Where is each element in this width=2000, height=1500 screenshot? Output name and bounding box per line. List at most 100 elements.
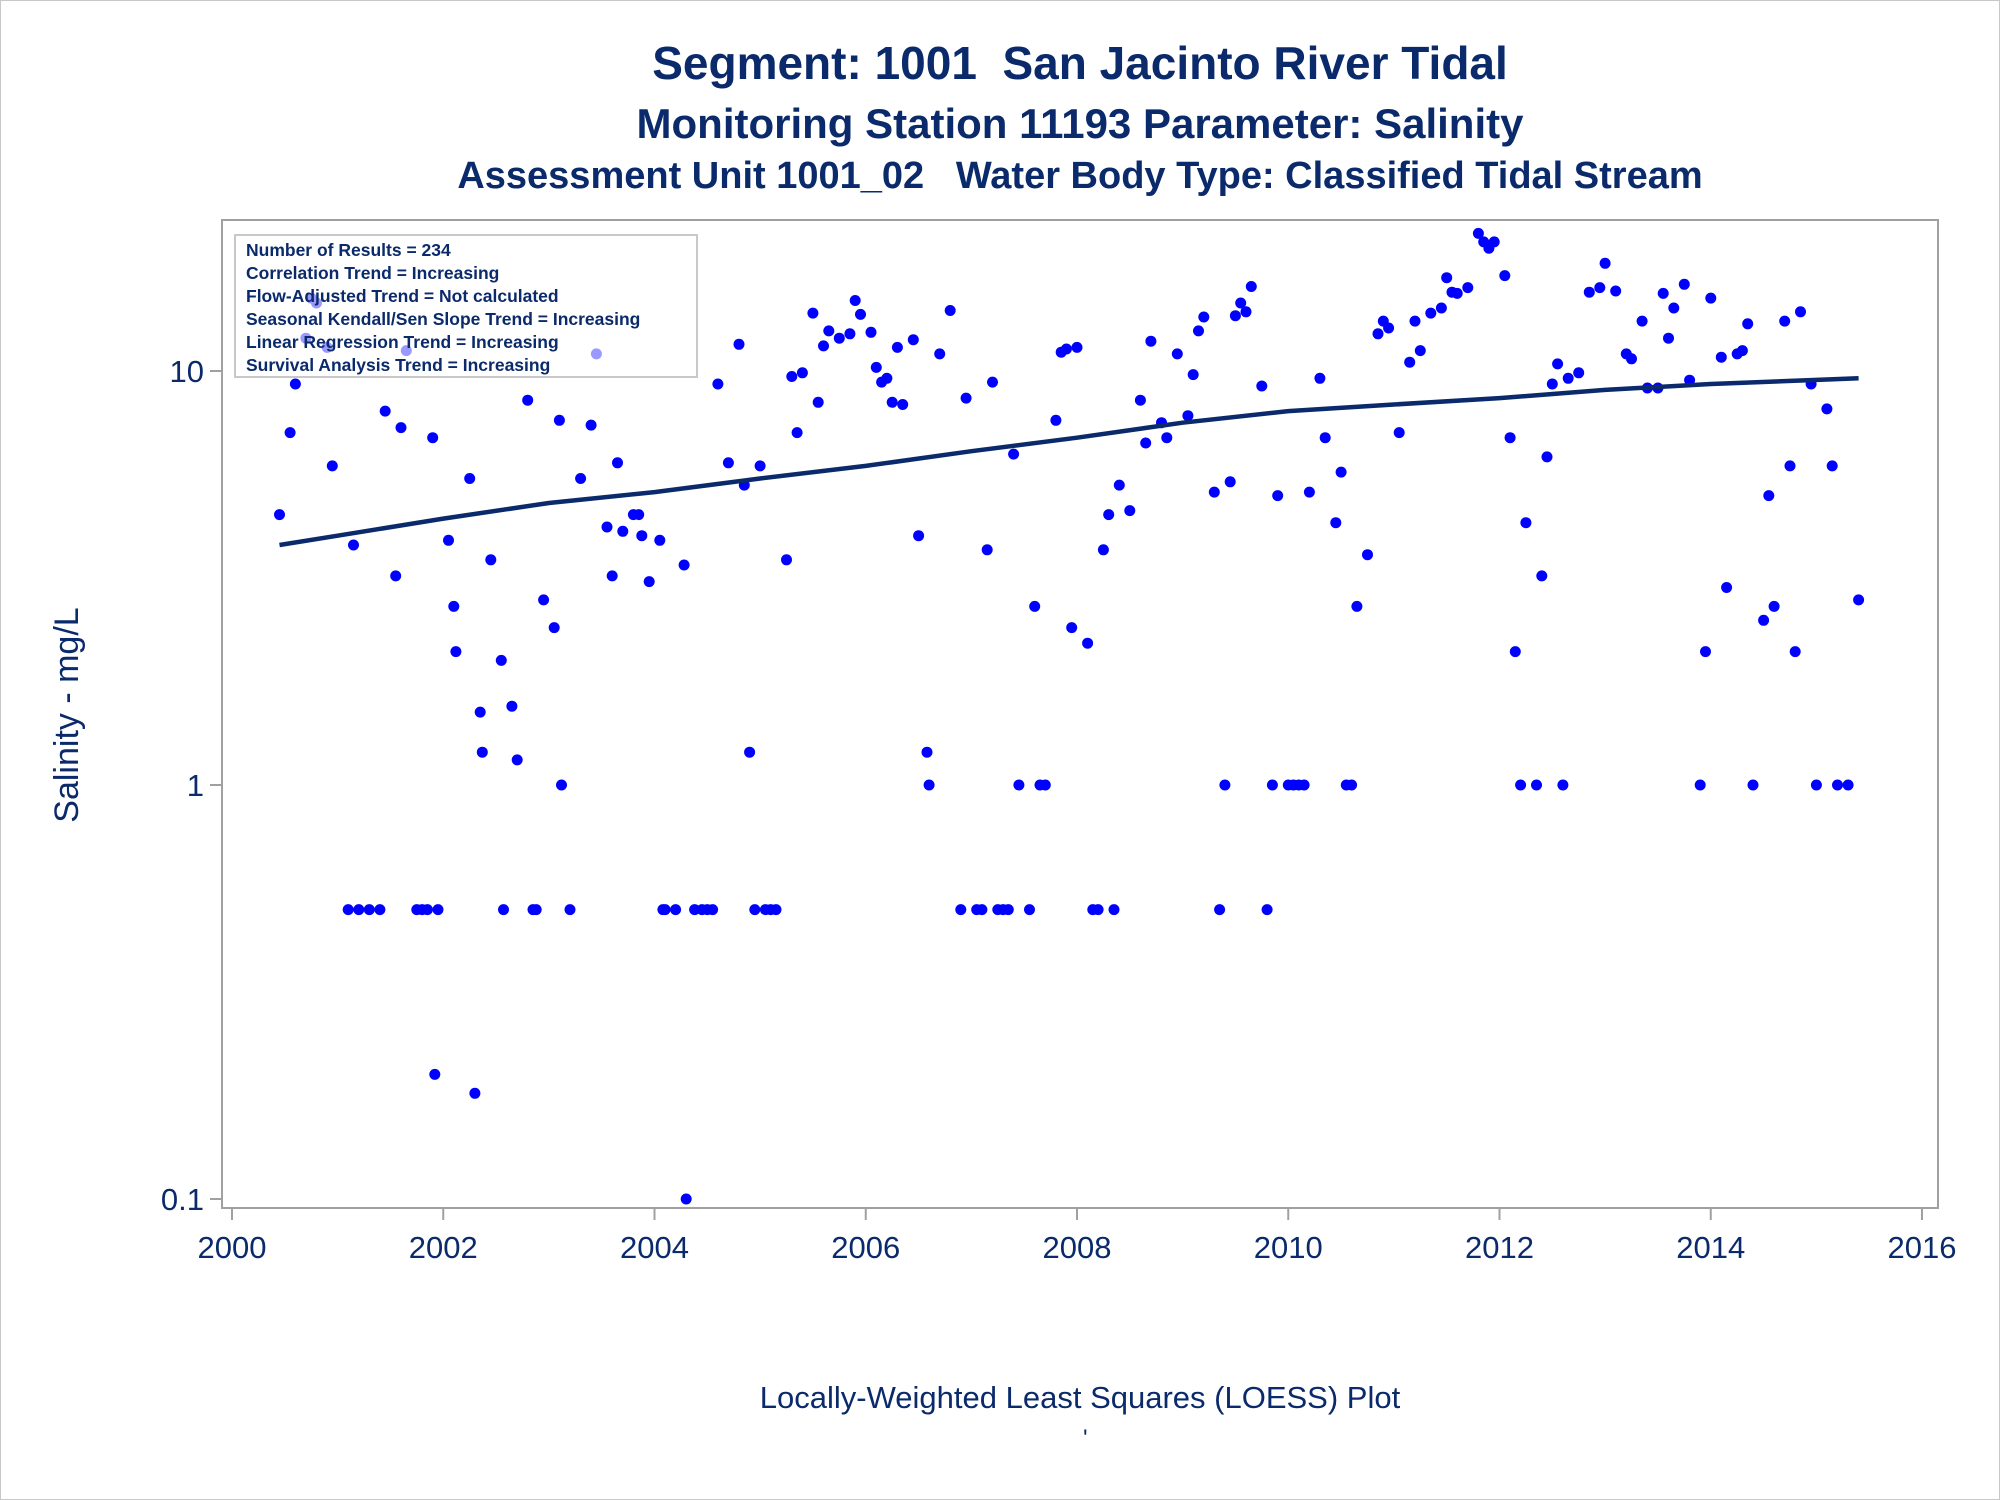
data-point xyxy=(1351,600,1363,612)
plot-border xyxy=(221,219,1939,1209)
data-point xyxy=(907,334,919,346)
data-point xyxy=(976,904,988,916)
data-point xyxy=(1636,315,1648,327)
data-point xyxy=(1758,614,1770,626)
stats-line: Survival Analysis Trend = Increasing xyxy=(246,355,550,375)
data-point xyxy=(636,530,648,542)
data-point xyxy=(818,340,829,352)
data-point xyxy=(395,422,407,434)
x-tick-label: 2000 xyxy=(198,1230,267,1265)
data-point xyxy=(1330,517,1342,529)
data-point xyxy=(833,332,845,344)
data-point xyxy=(342,904,354,916)
data-point xyxy=(849,295,861,306)
data-point xyxy=(796,367,808,379)
data-point xyxy=(749,904,761,916)
data-point xyxy=(1779,315,1791,327)
data-point xyxy=(1362,549,1373,561)
data-point xyxy=(1214,904,1226,916)
data-point xyxy=(553,414,565,426)
stats-inset: Number of Results = 234 Correlation Trend… xyxy=(234,234,698,378)
y-tick-label: 1 xyxy=(187,768,204,803)
data-points xyxy=(274,227,1865,1205)
data-point xyxy=(1134,394,1146,406)
data-point xyxy=(1520,517,1532,529)
data-point xyxy=(680,1193,692,1205)
data-point xyxy=(1435,302,1447,314)
data-point xyxy=(1272,490,1284,502)
data-point xyxy=(421,904,433,916)
data-point xyxy=(1552,358,1564,370)
data-point xyxy=(1499,270,1511,282)
loess-trend-line xyxy=(279,376,1859,548)
data-point xyxy=(1298,779,1310,791)
data-point xyxy=(654,534,666,546)
data-point xyxy=(891,341,903,353)
data-point xyxy=(921,746,933,758)
data-point xyxy=(1409,315,1421,327)
data-point xyxy=(1240,306,1252,318)
data-point xyxy=(374,904,386,916)
data-point xyxy=(1462,282,1474,294)
data-point xyxy=(601,521,613,533)
data-point xyxy=(1039,779,1051,791)
data-point xyxy=(823,325,835,337)
data-point xyxy=(1303,486,1315,498)
data-point xyxy=(443,534,454,546)
data-point xyxy=(1193,325,1204,337)
data-point xyxy=(1372,328,1384,340)
data-point xyxy=(1705,292,1717,304)
data-point xyxy=(1066,622,1078,634)
trend-line-group xyxy=(279,376,1859,548)
data-point xyxy=(1541,451,1553,463)
data-point xyxy=(1742,318,1754,330)
data-point xyxy=(326,460,338,472)
data-point xyxy=(1383,322,1395,334)
data-point xyxy=(450,646,462,658)
data-point xyxy=(498,904,509,916)
data-point xyxy=(1029,600,1041,612)
data-point xyxy=(1626,353,1637,365)
data-point xyxy=(564,904,576,916)
y-tick-label: 10 xyxy=(170,354,204,389)
data-point xyxy=(1853,594,1865,606)
data-point xyxy=(1245,281,1257,292)
data-point xyxy=(1266,779,1278,791)
data-point xyxy=(923,779,935,791)
data-point xyxy=(1393,427,1405,439)
stats-line: Seasonal Kendall/Sen Slope Trend = Incre… xyxy=(246,309,640,329)
x-axis: 2000 2002 2004 2006 2008 2010 2012 2014 2016 xyxy=(198,1208,1956,1265)
footer-caption: Locally-Weighted Least Squares (LOESS) P… xyxy=(759,1380,1401,1415)
data-point xyxy=(770,904,782,916)
data-point xyxy=(1599,257,1611,269)
data-point xyxy=(1536,570,1548,582)
data-point xyxy=(1261,904,1273,916)
stats-line: Linear Regression Trend = Increasing xyxy=(246,332,559,352)
chart-title: Segment: 1001 San Jacinto River Tidal xyxy=(652,37,1508,89)
plot-area xyxy=(221,219,1939,1209)
data-point xyxy=(1050,414,1062,426)
data-point xyxy=(495,654,507,666)
data-point xyxy=(913,530,925,542)
data-point xyxy=(1113,479,1125,491)
data-point xyxy=(1425,307,1437,319)
data-point xyxy=(1531,779,1542,791)
data-point xyxy=(934,348,946,360)
data-point xyxy=(1108,904,1120,916)
data-point xyxy=(1678,278,1690,290)
data-point xyxy=(548,622,560,634)
data-point xyxy=(987,376,998,388)
data-point xyxy=(556,779,567,791)
data-point xyxy=(1319,432,1331,444)
x-tick-label: 2014 xyxy=(1676,1230,1745,1265)
data-point xyxy=(1208,486,1220,498)
data-point xyxy=(1060,343,1072,355)
data-point xyxy=(1795,306,1806,318)
data-point xyxy=(807,307,819,319)
data-point xyxy=(1124,505,1136,517)
data-point xyxy=(944,305,956,316)
data-point xyxy=(881,372,893,384)
data-point xyxy=(865,326,877,338)
data-point xyxy=(659,904,671,916)
chart-subtitle-2: Assessment Unit 1001_02 Water Body Type:… xyxy=(457,155,1703,197)
